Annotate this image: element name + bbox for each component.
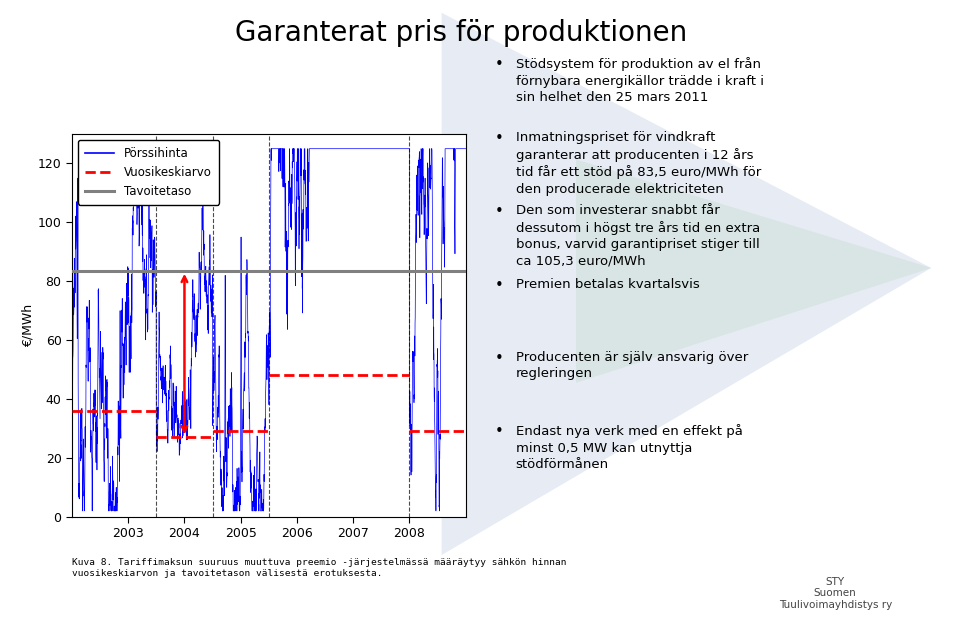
Text: Stödsystem för produktion av el från
förnybara energikällor trädde i kraft i
sin: Stödsystem för produktion av el från för… bbox=[516, 57, 763, 105]
Text: •: • bbox=[494, 278, 503, 293]
Legend: Pörssihinta, Vuosikeskiarvo, Tavoitetaso: Pörssihinta, Vuosikeskiarvo, Tavoitetaso bbox=[78, 140, 219, 205]
Text: Garanterat pris för produktionen: Garanterat pris för produktionen bbox=[234, 19, 687, 47]
Text: Inmatningspriset för vindkraft
garanterar att producenten i 12 års
tid får ett s: Inmatningspriset för vindkraft garantera… bbox=[516, 131, 760, 196]
Text: Den som investerar snabbt får
dessutom i högst tre års tid en extra
bonus, varvi: Den som investerar snabbt får dessutom i… bbox=[516, 204, 759, 268]
Text: •: • bbox=[494, 424, 503, 440]
Text: Premien betalas kvartalsvis: Premien betalas kvartalsvis bbox=[516, 278, 699, 290]
Text: •: • bbox=[494, 57, 503, 73]
Text: •: • bbox=[494, 131, 503, 146]
Text: Endast nya verk med en effekt på
minst 0,5 MW kan utnyttja
stödförmånen: Endast nya verk med en effekt på minst 0… bbox=[516, 424, 742, 471]
Y-axis label: €/MWh: €/MWh bbox=[22, 304, 35, 347]
Text: STY
Suomen
Tuulivoimayhdistys ry: STY Suomen Tuulivoimayhdistys ry bbox=[779, 577, 892, 610]
Text: •: • bbox=[494, 204, 503, 219]
Text: •: • bbox=[494, 351, 503, 366]
Text: Producenten är själv ansvarig över
regleringen: Producenten är själv ansvarig över regle… bbox=[516, 351, 748, 380]
Text: Kuva 8. Tariffimaksun suuruus muuttuva preemio -järjestelmässä määräytyy sähkön : Kuva 8. Tariffimaksun suuruus muuttuva p… bbox=[72, 558, 566, 577]
